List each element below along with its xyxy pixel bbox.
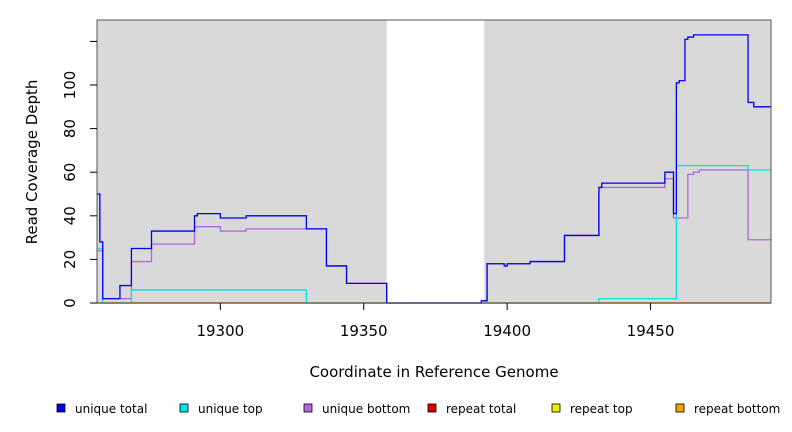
legend-swatch xyxy=(675,403,685,413)
series-line-unique-total xyxy=(97,34,771,304)
shaded-regions xyxy=(97,20,771,303)
shaded-region xyxy=(484,20,771,303)
legend: unique total unique top unique bottom repea… xyxy=(56,402,780,416)
y-tick-label: 60 xyxy=(61,163,79,182)
legend-label: unique total xyxy=(75,402,147,416)
legend-swatch xyxy=(427,403,437,413)
shaded-region xyxy=(97,20,387,303)
legend-swatch xyxy=(179,403,189,413)
y-tick-label: 40 xyxy=(61,206,79,225)
x-tick-label: 19300 xyxy=(196,322,244,340)
legend-label: repeat top xyxy=(570,402,633,416)
legend-swatch xyxy=(56,403,66,413)
legend-label: unique bottom xyxy=(322,402,410,416)
legend-label: repeat total xyxy=(446,402,516,416)
x-axis-title: Coordinate in Reference Genome xyxy=(309,363,558,381)
y-tick-label: 20 xyxy=(61,250,79,269)
y-tick-label: 100 xyxy=(61,71,79,100)
legend-label: repeat bottom xyxy=(694,402,780,416)
x-tick-label: 19400 xyxy=(483,322,531,340)
y-axis: 0 20 40 60 80 100 xyxy=(61,40,97,308)
x-tick-label: 19350 xyxy=(340,322,388,340)
x-tick-label: 19450 xyxy=(627,322,675,340)
x-axis: 19300 19350 19400 19450 xyxy=(196,303,674,340)
y-tick-label: 80 xyxy=(61,119,79,138)
plot-frame xyxy=(96,19,772,304)
y-axis-title: Read Coverage Depth xyxy=(23,80,41,245)
legend-label: unique top xyxy=(198,402,263,416)
legend-swatch xyxy=(303,403,313,413)
legend-swatch xyxy=(551,403,561,413)
y-tick-label: 0 xyxy=(61,298,79,308)
